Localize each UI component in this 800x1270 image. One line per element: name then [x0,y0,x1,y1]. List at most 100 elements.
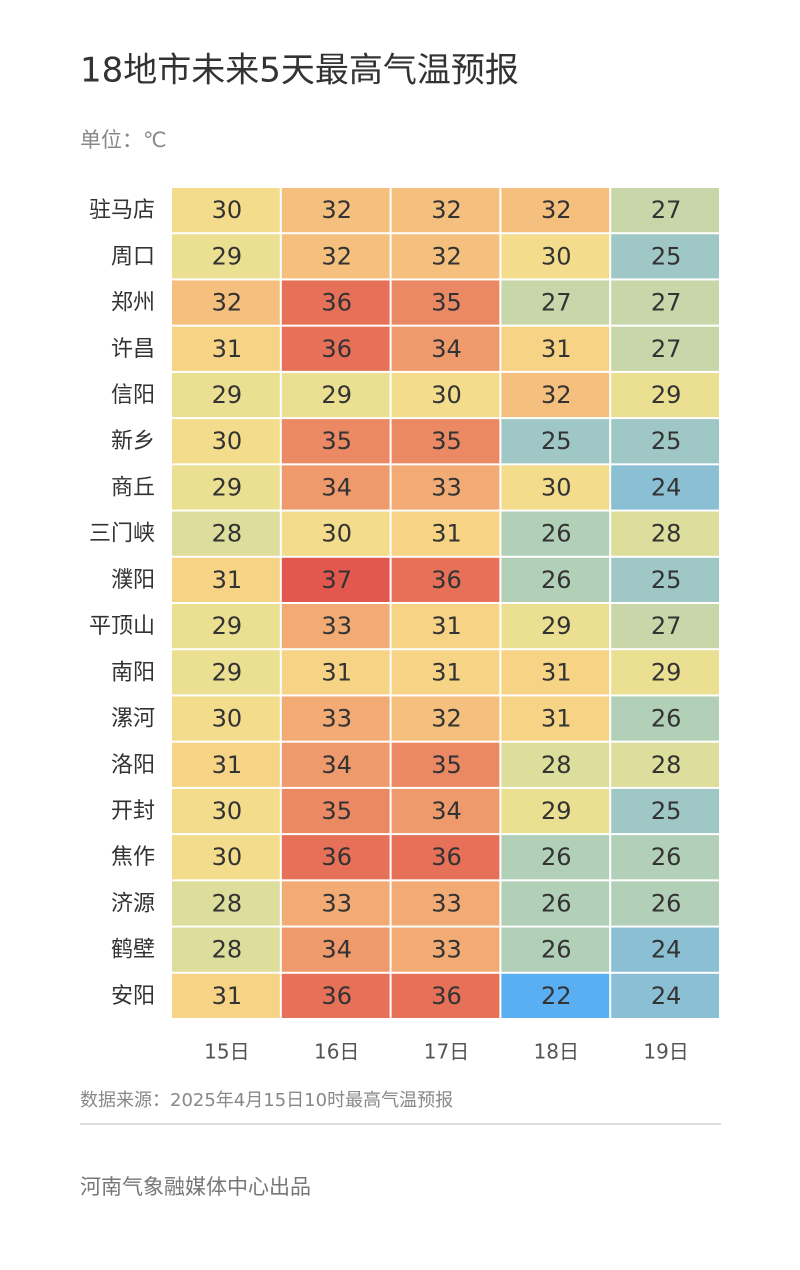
heat-cell [501,280,610,325]
heat-cell [172,742,280,787]
heat-cell [391,326,500,371]
cell-label: 34 [431,797,462,825]
heat-cell [391,973,500,1018]
cell-label: 28 [651,520,682,548]
row-label: 郑州 [111,291,155,316]
heat-cell [611,973,719,1018]
row-label: 洛阳 [111,753,155,778]
heat-cell [172,326,280,371]
cell-label: 29 [212,658,243,686]
cell-label: 26 [651,843,682,871]
heat-cell [611,188,719,233]
heat-cell [281,788,390,834]
column-label: 17日 [424,1040,469,1064]
unit-label: 单位：℃ [80,128,167,152]
heat-cell [611,465,719,510]
row-label: 开封 [111,799,155,824]
heat-cell [172,927,280,972]
heat-cell [281,696,390,741]
cell-label: 25 [651,427,682,455]
column-label: 19日 [643,1040,688,1064]
cell-label: 30 [321,520,352,548]
heat-cell [391,927,500,972]
cell-label: 34 [321,936,352,964]
cell-label: 26 [541,843,572,871]
row-label: 驻马店 [89,198,155,223]
heat-cell [391,511,500,556]
cell-label: 31 [541,658,572,686]
heat-cell [281,881,390,926]
cell-label: 31 [212,566,243,594]
cell-label: 32 [431,196,462,224]
cell-label: 25 [651,242,682,270]
column-label: 15日 [204,1040,249,1064]
heat-cell [281,650,390,695]
heat-cell [391,650,500,695]
column-label: 18日 [534,1040,579,1064]
cell-label: 30 [212,797,243,825]
heat-cell [501,419,610,464]
cell-label: 27 [651,289,682,317]
heat-cell [172,280,280,325]
row-label: 商丘 [111,475,155,500]
cell-label: 32 [321,196,352,224]
heat-cell [281,927,390,972]
cell-label: 36 [431,982,462,1010]
cell-label: 30 [541,242,572,270]
row-label: 漯河 [111,707,155,732]
heat-cell [281,326,390,371]
cell-label: 35 [321,427,352,455]
cell-label: 24 [651,936,682,964]
cell-label: 33 [431,889,462,917]
cell-label: 33 [431,936,462,964]
heat-cell [501,696,610,741]
cell-label: 33 [321,889,352,917]
row-label: 许昌 [111,337,155,362]
cell-label: 28 [212,520,243,548]
cell-label: 31 [431,520,462,548]
heat-cell [501,326,610,371]
heat-cell [501,742,610,787]
heat-cell [281,188,390,233]
cell-label: 29 [212,242,243,270]
cell-label: 28 [212,936,243,964]
cell-label: 25 [651,797,682,825]
heat-cell [611,650,719,695]
cell-label: 31 [541,705,572,733]
footer: 河南气象融媒体中心出品 [80,1175,311,1199]
heat-cell [172,788,280,834]
heat-cell [501,465,610,510]
cell-label: 25 [541,427,572,455]
cell-label: 31 [321,658,352,686]
cell-label: 26 [541,566,572,594]
heat-cell [281,419,390,464]
heat-cell [611,372,719,418]
heat-cell [611,234,719,279]
cell-label: 26 [541,520,572,548]
cell-label: 27 [651,196,682,224]
cell-label: 32 [212,289,243,317]
cell-label: 35 [431,427,462,455]
heat-cell [391,234,500,279]
row-label: 焦作 [111,845,155,870]
cell-label: 27 [651,335,682,363]
cell-label: 29 [212,612,243,640]
row-label: 周口 [111,244,155,269]
cell-label: 30 [212,705,243,733]
cell-label: 31 [212,751,243,779]
cell-label: 36 [321,289,352,317]
heat-cell [172,372,280,418]
heat-cell [172,881,280,926]
heat-cell [391,280,500,325]
cell-label: 34 [431,335,462,363]
cell-label: 36 [431,566,462,594]
heat-cell [172,234,280,279]
cell-label: 35 [431,751,462,779]
cell-label: 26 [541,889,572,917]
heat-cell [611,511,719,556]
heat-cell [391,188,500,233]
heat-cell [501,650,610,695]
cell-label: 32 [541,196,572,224]
source-note: 数据来源：2025年4月15日10时最高气温预报 [80,1090,453,1111]
